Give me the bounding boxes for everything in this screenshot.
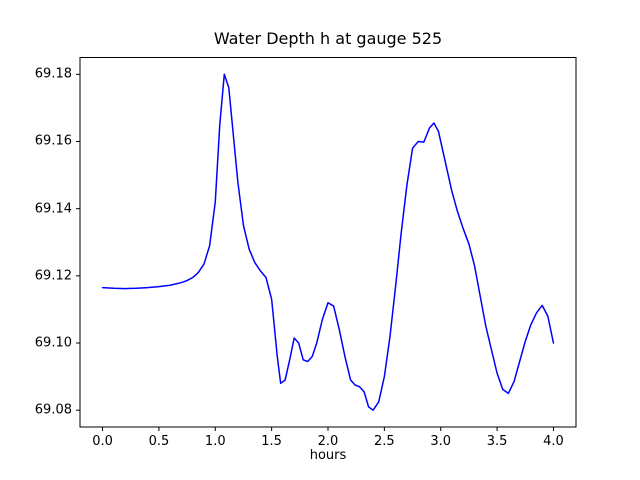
x-tick-label: 0.0 (92, 434, 113, 449)
tick-marks (76, 73, 554, 431)
y-tick-label: 69.18 (34, 66, 72, 82)
y-tick-label: 69.10 (34, 335, 72, 351)
x-tick-label: 3.5 (486, 434, 508, 449)
x-tick-label: 2.5 (374, 434, 395, 449)
x-tick-label: 0.5 (148, 434, 170, 449)
x-tick-label: 1.0 (204, 434, 226, 449)
x-tick-label: 3.0 (430, 434, 452, 449)
axes-frame (79, 57, 577, 428)
x-tick-label: 4.0 (543, 434, 564, 449)
series-line (101, 73, 555, 411)
chart-title: Water Depth h at gauge 525 (213, 29, 443, 48)
y-tick-label: 69.08 (34, 402, 72, 418)
y-tick-label: 69.12 (34, 268, 72, 284)
y-tick-label: 69.14 (34, 201, 72, 217)
y-tick-label: 69.16 (34, 133, 72, 149)
x-tick-label: 2.0 (317, 434, 339, 449)
x-axis-label: hours (309, 448, 347, 463)
x-tick-label: 1.5 (261, 434, 282, 449)
